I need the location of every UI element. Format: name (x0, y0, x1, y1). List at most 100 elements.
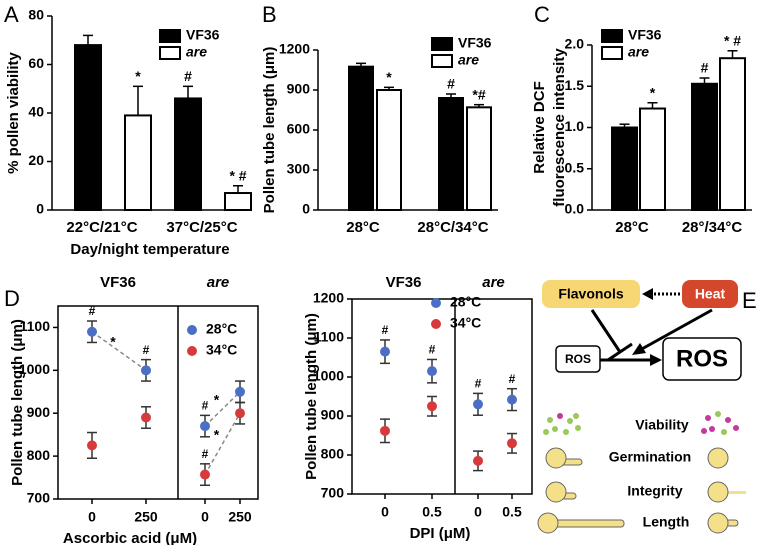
y-tick-label: 2.0 (565, 36, 585, 52)
y-tick-label: 0 (36, 201, 44, 217)
y-tick-label: 80 (28, 7, 44, 23)
x-tick-label: 250 (134, 509, 158, 525)
plot-frame (351, 298, 533, 495)
y-tick-label: 700 (321, 485, 345, 501)
legend-swatch (431, 37, 453, 51)
x-tick-label: 28°C (346, 219, 380, 236)
x-axis-label: Ascorbic acid (μM) (63, 530, 197, 545)
significance-label: * # (229, 167, 246, 183)
x-axis-label: Day/night temperature (70, 241, 229, 258)
legend-label: are (186, 44, 207, 60)
significance-label: # (701, 60, 709, 76)
legend-swatch (601, 46, 623, 60)
y-tick-label: 1200 (313, 290, 344, 306)
y-tick-label: 0 (302, 201, 310, 217)
row-label: Length (643, 514, 690, 530)
row-label: Germination (609, 449, 691, 465)
significance-label: # (89, 304, 96, 318)
row-label: Integrity (627, 483, 682, 499)
arrowhead (632, 343, 646, 355)
trend-label: * (110, 334, 116, 350)
bar (466, 106, 492, 211)
bar (376, 89, 402, 211)
y-tick-label: 1200 (279, 41, 310, 57)
legend-swatch (431, 298, 441, 308)
significance-label: # (509, 372, 516, 386)
bar (174, 97, 202, 211)
bar (124, 114, 152, 211)
significance-label: # (429, 343, 436, 357)
point (87, 440, 97, 451)
x-tick-label: 0.5 (502, 504, 522, 520)
significance-label: # (202, 447, 209, 461)
node-label: ROS (676, 345, 728, 372)
group-label: VF36 (100, 274, 136, 291)
x-tick-label: 28°/34°C (682, 219, 743, 236)
significance-label: # (382, 323, 389, 337)
trend-label: * (214, 427, 220, 443)
legend-label: are (458, 52, 479, 68)
y-tick-label: 1100 (314, 329, 345, 345)
y-tick-label: 1.5 (565, 77, 585, 93)
legend-label: VF36 (628, 27, 662, 43)
y-tick-label: 900 (287, 81, 311, 97)
y-tick-label: 1.0 (565, 118, 585, 134)
y-tick-label: 0.5 (565, 159, 585, 175)
x-tick-label: 0 (474, 504, 482, 520)
arrowhead (650, 354, 662, 366)
legend-swatch (431, 54, 453, 68)
significance-label: # (447, 76, 455, 92)
y-axis-label: Pollen tube length (μm) (261, 47, 278, 214)
y-tick-label: 800 (27, 447, 51, 463)
inhibit-bar (607, 342, 633, 362)
bar (611, 126, 638, 211)
x-tick-label: 28°C (615, 219, 649, 236)
bar (438, 97, 464, 211)
y-tick-label: 1000 (19, 361, 50, 377)
point (200, 469, 210, 480)
legend-label: VF36 (458, 35, 492, 51)
arrowhead (642, 288, 653, 300)
trend-label: * (214, 392, 220, 408)
legend-label: 28°C (206, 321, 237, 337)
legend-label: 28°C (450, 294, 481, 310)
viability-icons (543, 411, 739, 435)
legend-swatch (187, 325, 197, 335)
legend-label: are (628, 44, 649, 60)
y-axis-label: % pollen viability (5, 52, 22, 174)
significance-label: * (135, 68, 141, 84)
group-label: are (482, 274, 505, 291)
x-tick-label: 0 (88, 509, 96, 525)
diagram: E Flavonols Heat ROS ROS (537, 280, 757, 534)
significance-label: # (184, 68, 192, 84)
bar (691, 82, 718, 211)
legend-swatch (187, 346, 197, 356)
y-tick-label: 1000 (313, 368, 344, 384)
y-tick-label: 600 (287, 121, 311, 137)
group-label: VF36 (386, 274, 422, 291)
group-label: are (207, 274, 230, 291)
pollen-icons (537, 447, 746, 534)
x-tick-label: 250 (228, 509, 252, 525)
panel-label: A (4, 2, 19, 27)
legend-label: 34°C (450, 315, 481, 331)
y-tick-label: 300 (287, 161, 311, 177)
bar (639, 107, 666, 211)
legend-swatch (601, 29, 623, 43)
panel-label: D (4, 286, 20, 311)
bar (224, 192, 252, 211)
point (427, 366, 437, 377)
significance-label: * (650, 84, 656, 100)
legend-swatch (431, 319, 441, 329)
y-tick-label: 40 (28, 104, 44, 120)
y-axis-label: Pollen tube length (μm) (9, 319, 26, 486)
panel-label: B (262, 2, 277, 27)
bar (348, 65, 374, 211)
y-tick-label: 900 (321, 407, 345, 423)
bar (74, 44, 102, 211)
x-axis-label: DPI (μM) (410, 525, 471, 542)
y-tick-label: 20 (28, 152, 44, 168)
point (141, 412, 151, 423)
